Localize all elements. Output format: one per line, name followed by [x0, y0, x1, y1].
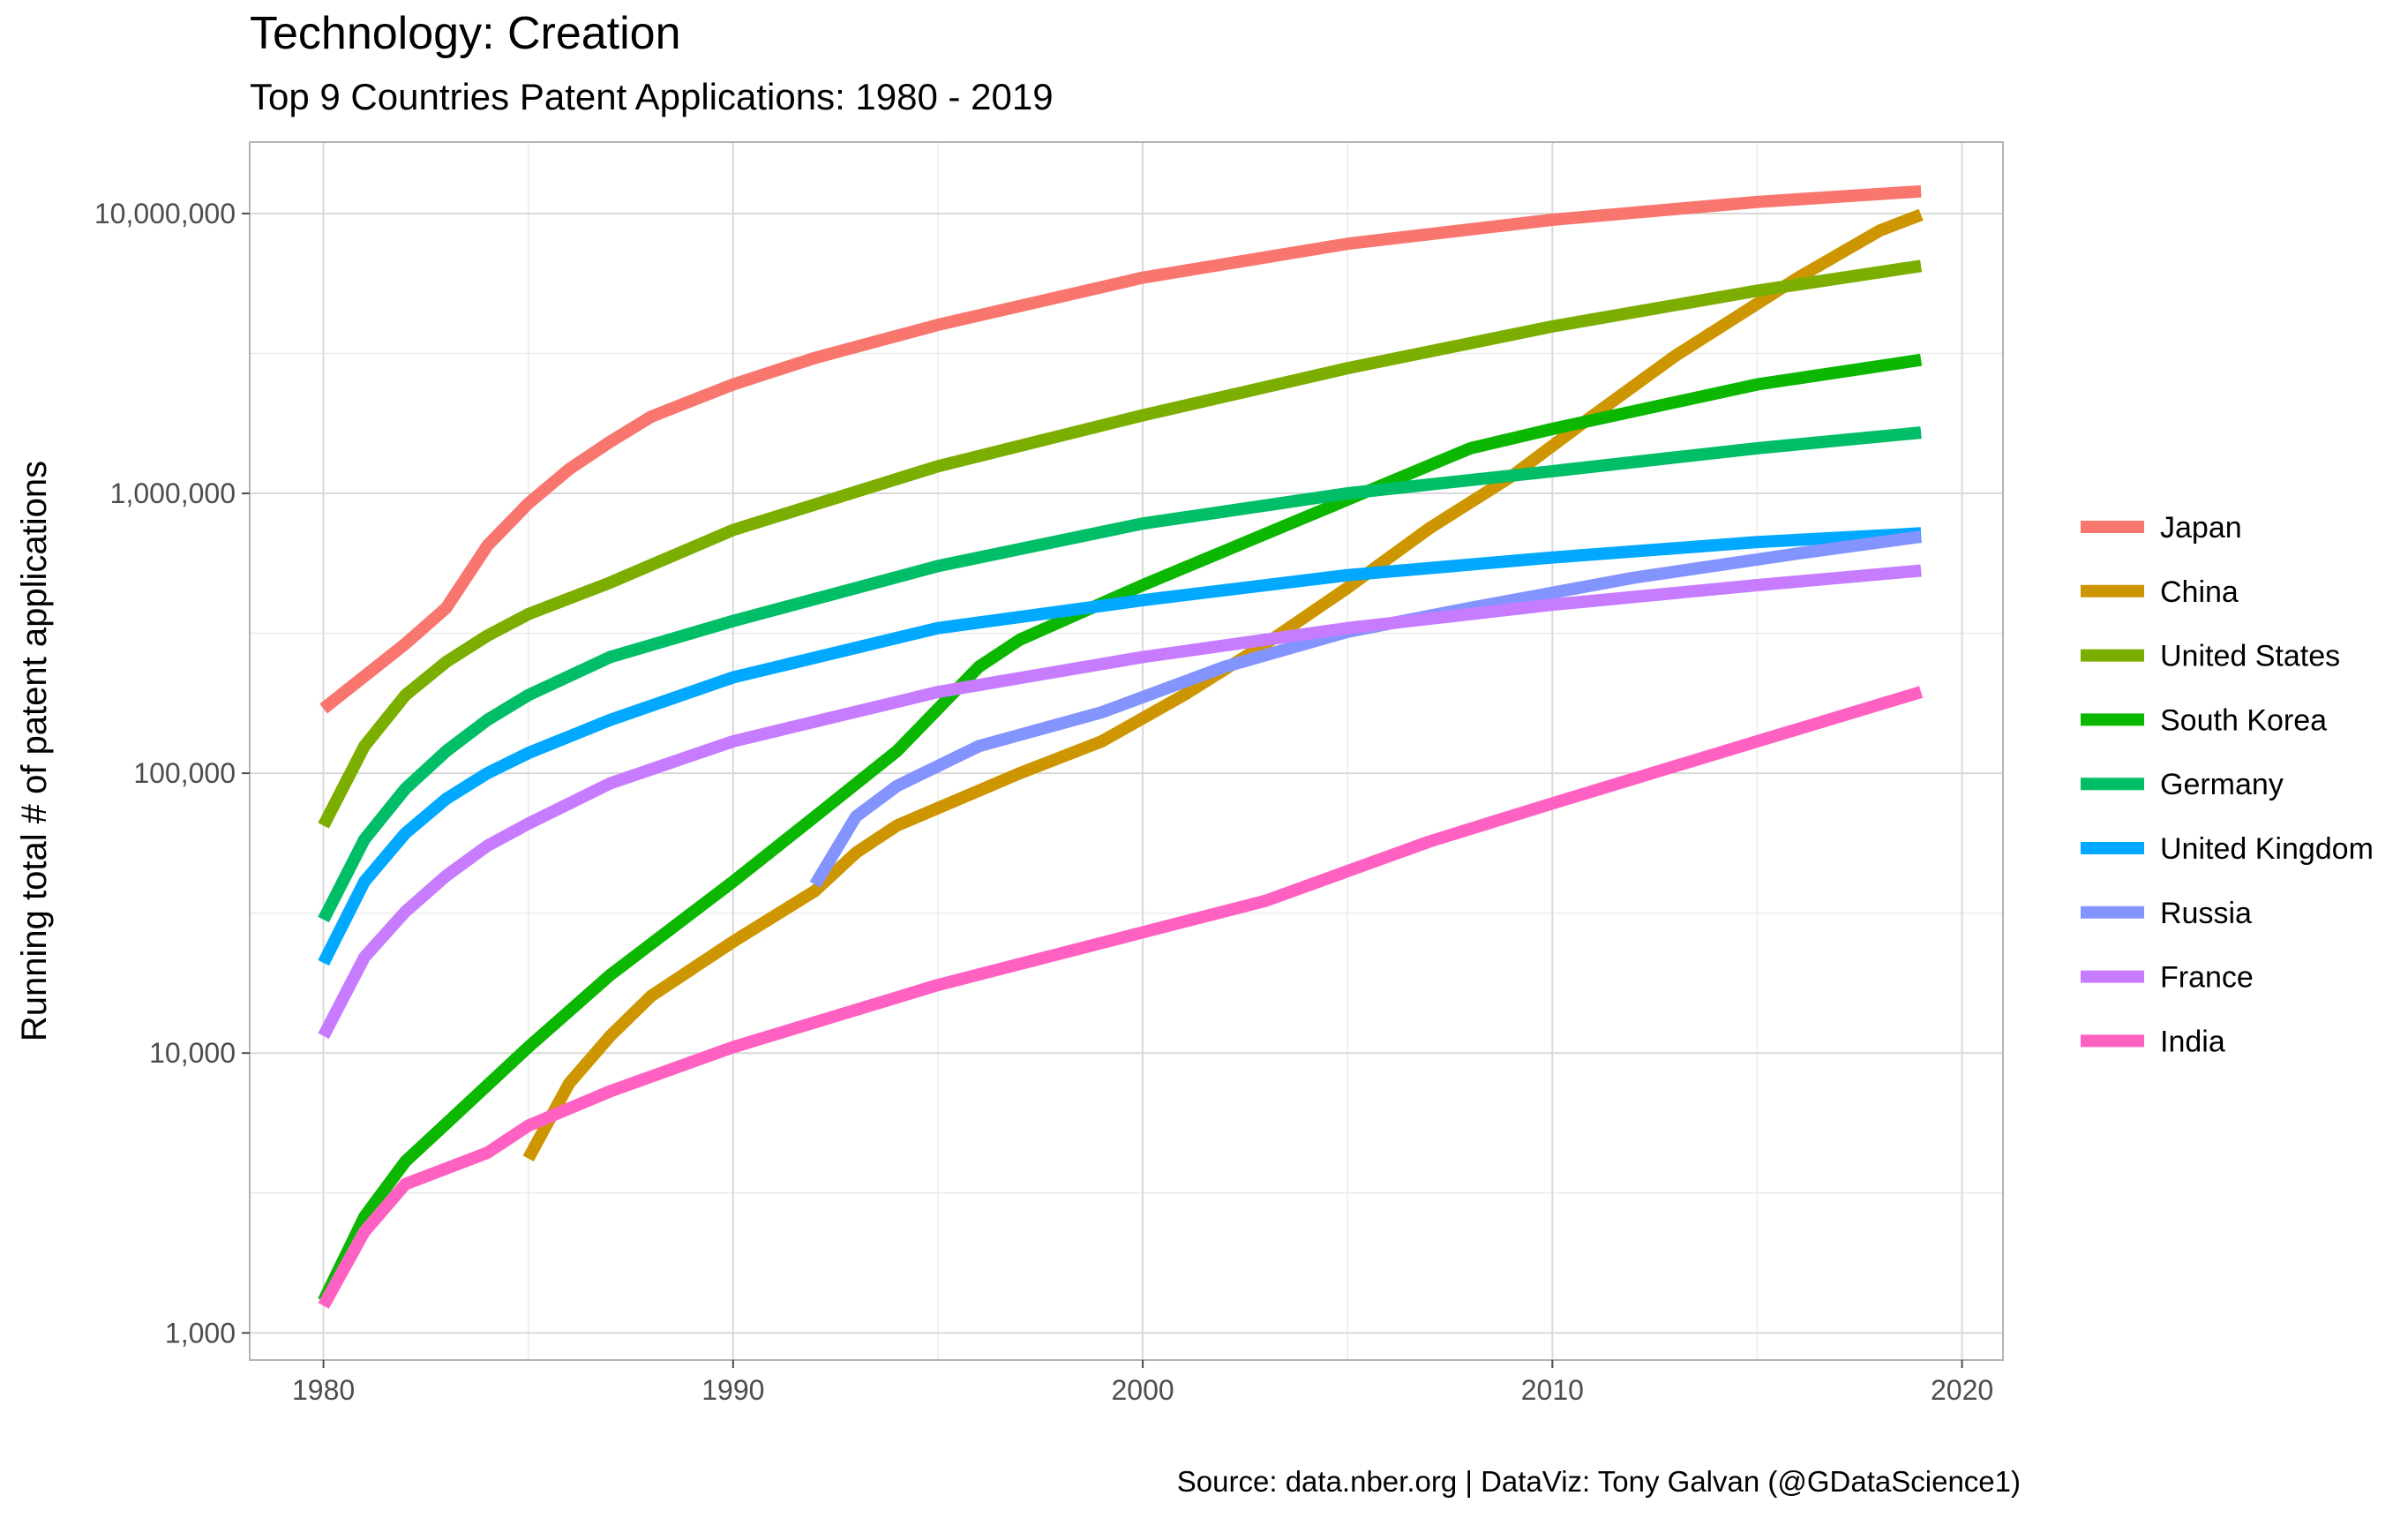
- series-line-united-kingdom: [318, 527, 1922, 966]
- chart-subtitle: Top 9 Countries Patent Applications: 198…: [250, 76, 1054, 117]
- chart-title: Technology: Creation: [250, 8, 681, 59]
- legend-label: Germany: [2160, 768, 2284, 801]
- legend-label: Russia: [2160, 897, 2252, 930]
- series-line-russia: [809, 530, 1923, 888]
- y-axis-title: Running total # of patent applications: [15, 461, 54, 1041]
- y-tick-label: 100,000: [133, 757, 236, 789]
- legend-label: South Korea: [2160, 703, 2327, 737]
- axes: 1980 1990 2000 2010 2020 1,000 10,000 100,000 1,…: [15, 141, 2004, 1406]
- series-lines: [318, 184, 1924, 1309]
- chart-caption: Source: data.nber.org | DataViz: Tony Ga…: [1176, 1465, 2021, 1498]
- series-line-germany: [318, 426, 1922, 923]
- series-line-south-korea: [318, 353, 1923, 1304]
- series-line-india: [318, 686, 1924, 1309]
- y-tick-label: 10,000,000: [94, 198, 236, 229]
- legend-label: India: [2160, 1025, 2225, 1058]
- grid-lines: [250, 142, 2003, 1360]
- series-line-france: [318, 564, 1922, 1040]
- y-tick-label: 10,000: [149, 1037, 236, 1069]
- series-line-united-states: [318, 259, 1923, 829]
- x-tick-label: 2010: [1521, 1374, 1584, 1406]
- legend-label: Japan: [2160, 511, 2242, 545]
- series-line-china: [522, 208, 1924, 1162]
- y-tick-label: 1,000: [165, 1317, 236, 1349]
- legend-label: United States: [2160, 640, 2340, 673]
- x-tick-label: 1990: [701, 1374, 764, 1406]
- y-tick-label: 1,000,000: [110, 477, 236, 509]
- legend-label: United Kingdom: [2160, 832, 2374, 866]
- panel-border: [249, 141, 2004, 1361]
- x-tick-label: 2020: [1931, 1374, 1993, 1406]
- x-tick-label: 2000: [1111, 1374, 1174, 1406]
- legend: Japan China United States South Korea German…: [2081, 511, 2374, 1058]
- legend-label: China: [2160, 575, 2239, 609]
- x-tick-label: 1980: [292, 1374, 355, 1406]
- series-line-japan: [319, 184, 1922, 714]
- legend-label: France: [2160, 961, 2254, 995]
